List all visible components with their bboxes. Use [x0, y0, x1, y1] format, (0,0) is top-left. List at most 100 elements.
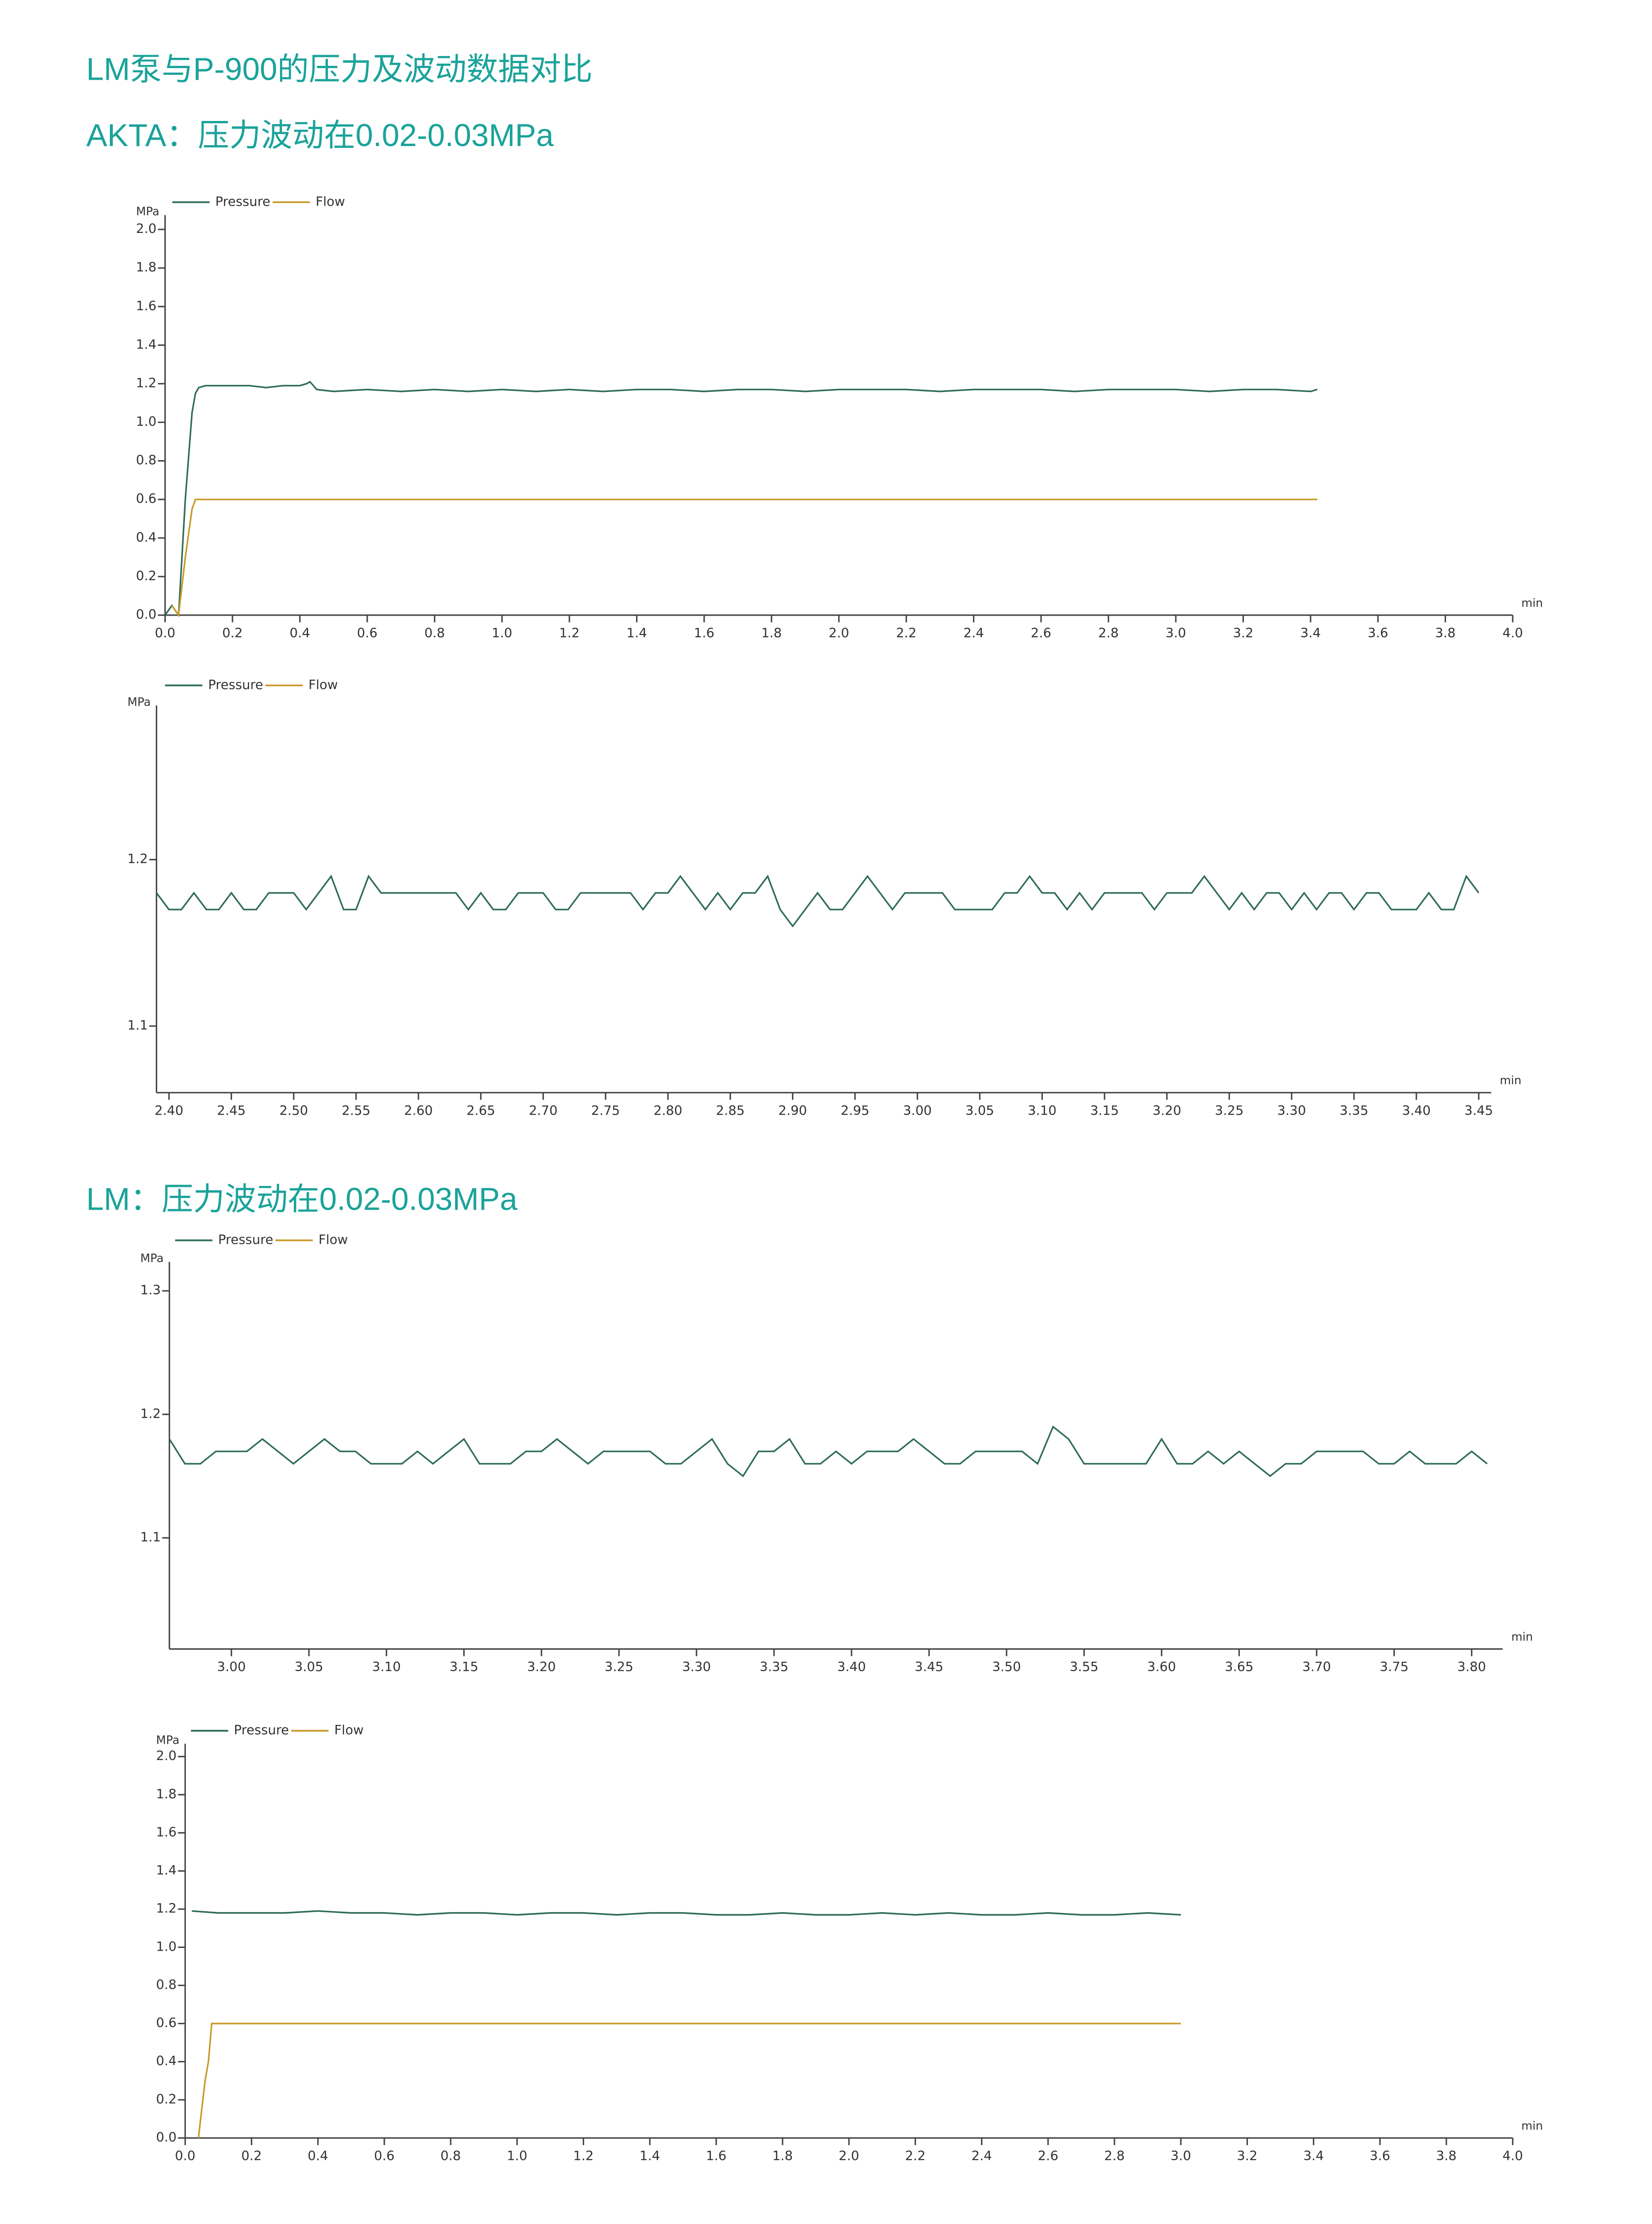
y-tick-label: 1.8: [136, 259, 157, 275]
x-tick-label: 0.2: [222, 625, 243, 641]
y-tick-label: 1.0: [136, 414, 157, 429]
x-tick-label: 3.15: [450, 1659, 478, 1674]
x-tick-label: 3.40: [837, 1659, 866, 1674]
x-tick-label: 2.85: [716, 1103, 744, 1118]
x-tick-label: 3.0: [1166, 625, 1186, 641]
x-tick-label: 0.0: [175, 2148, 195, 2164]
x-tick-label: 3.40: [1402, 1103, 1431, 1118]
x-tick-label: 4.0: [1502, 2148, 1523, 2164]
x-tick-label: 3.10: [372, 1659, 401, 1674]
x-tick-label: 3.60: [1147, 1659, 1176, 1674]
legend-label: Flow: [318, 1232, 348, 1247]
x-tick-label: 3.05: [295, 1659, 323, 1674]
y-tick-label: 0.2: [136, 568, 157, 583]
y-tick-label: 1.2: [140, 1406, 161, 1421]
x-tick-label: 0.8: [424, 625, 445, 641]
x-tick-label: 1.4: [627, 625, 647, 641]
x-tick-label: 3.2: [1237, 2148, 1257, 2164]
x-tick-label: 2.6: [1038, 2148, 1058, 2164]
x-tick-label: 0.4: [290, 625, 310, 641]
legend-label: Pressure: [234, 1722, 289, 1737]
section-heading: LM：压力波动在0.02-0.03MPa: [86, 1181, 518, 1217]
x-tick-label: 3.30: [682, 1659, 711, 1674]
x-tick-label: 1.2: [573, 2148, 594, 2164]
y-tick-label: 0.2: [156, 2091, 176, 2107]
y-tick-label: 1.1: [140, 1530, 161, 1545]
x-tick-label: 3.70: [1302, 1659, 1331, 1674]
x-tick-label: 2.0: [839, 2148, 859, 2164]
x-tick-label: 2.6: [1031, 625, 1051, 641]
y-axis-label: MPa: [136, 205, 159, 219]
section-heading: AKTA：压力波动在0.02-0.03MPa: [86, 117, 554, 153]
y-axis-label: MPa: [156, 1733, 180, 1747]
x-axis-label: min: [1521, 2119, 1543, 2133]
x-tick-label: 3.45: [915, 1659, 943, 1674]
y-axis-label: MPa: [140, 1252, 163, 1265]
x-tick-label: 0.2: [241, 2148, 262, 2164]
legend-label: Flow: [334, 1722, 364, 1737]
y-tick-label: 1.8: [156, 1786, 176, 1802]
x-tick-label: 0.6: [357, 625, 378, 641]
x-tick-label: 3.2: [1233, 625, 1253, 641]
x-tick-label: 3.35: [1340, 1103, 1368, 1118]
x-tick-label: 2.2: [896, 625, 916, 641]
x-tick-label: 2.8: [1098, 625, 1119, 641]
x-tick-label: 3.35: [760, 1659, 788, 1674]
y-tick-label: 1.2: [136, 375, 157, 390]
x-tick-label: 0.8: [440, 2148, 461, 2164]
y-tick-label: 1.2: [127, 851, 148, 866]
x-tick-label: 2.60: [404, 1103, 433, 1118]
x-tick-label: 3.6: [1368, 625, 1388, 641]
x-tick-label: 3.4: [1304, 2148, 1324, 2164]
x-tick-label: 2.2: [905, 2148, 925, 2164]
y-tick-label: 1.6: [136, 298, 157, 313]
y-tick-label: 0.4: [136, 530, 157, 545]
x-tick-label: 3.00: [217, 1659, 246, 1674]
y-tick-label: 1.1: [127, 1017, 148, 1033]
x-tick-label: 3.6: [1370, 2148, 1390, 2164]
y-tick-label: 2.0: [156, 1748, 176, 1763]
y-tick-label: 2.0: [136, 221, 157, 236]
x-tick-label: 2.65: [466, 1103, 495, 1118]
y-tick-label: 0.6: [136, 491, 157, 506]
legend-label: Pressure: [215, 194, 271, 209]
data-line: [168, 1425, 1488, 1478]
x-tick-label: 3.30: [1277, 1103, 1306, 1118]
x-tick-label: 2.55: [342, 1103, 370, 1118]
x-tick-label: 1.8: [772, 2148, 793, 2164]
x-tick-label: 3.4: [1300, 625, 1321, 641]
y-tick-label: 0.8: [156, 1977, 176, 1992]
x-tick-label: 3.50: [992, 1659, 1021, 1674]
x-tick-label: 0.0: [155, 625, 176, 641]
x-tick-label: 1.0: [492, 625, 512, 641]
x-axis-label: min: [1500, 1074, 1521, 1087]
x-axis-label: min: [1521, 596, 1543, 610]
y-tick-label: 0.0: [136, 607, 157, 622]
data-line: [155, 875, 1480, 928]
legend-label: Flow: [309, 677, 338, 692]
y-tick-label: 1.6: [156, 1824, 176, 1840]
x-tick-label: 1.6: [706, 2148, 727, 2164]
legend-label: Pressure: [208, 677, 263, 692]
x-tick-label: 3.75: [1380, 1659, 1408, 1674]
x-tick-label: 3.00: [903, 1103, 932, 1118]
x-tick-label: 2.0: [829, 625, 849, 641]
x-tick-label: 3.65: [1225, 1659, 1253, 1674]
data-line: [164, 380, 1318, 618]
x-tick-label: 2.80: [654, 1103, 682, 1118]
x-tick-label: 4.0: [1502, 625, 1523, 641]
y-tick-label: 0.0: [156, 2129, 176, 2145]
y-tick-label: 1.4: [136, 336, 157, 352]
x-tick-label: 2.95: [841, 1103, 869, 1118]
y-tick-label: 0.8: [136, 453, 157, 468]
x-tick-label: 3.15: [1090, 1103, 1119, 1118]
x-tick-label: 1.8: [761, 625, 782, 641]
x-tick-label: 0.6: [374, 2148, 395, 2164]
x-tick-label: 3.20: [1153, 1103, 1181, 1118]
x-tick-label: 2.70: [529, 1103, 558, 1118]
data-line: [192, 1910, 1181, 1916]
x-tick-label: 2.8: [1104, 2148, 1125, 2164]
x-tick-label: 2.75: [591, 1103, 620, 1118]
